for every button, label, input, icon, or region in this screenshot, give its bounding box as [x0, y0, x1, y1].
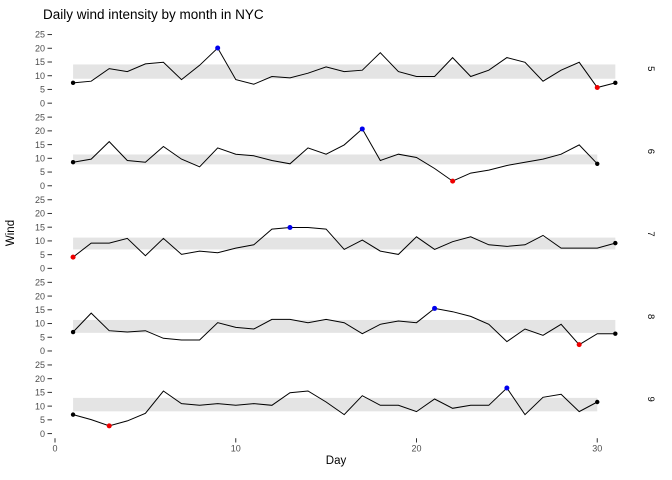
end-dot [613, 240, 618, 246]
min-dot [450, 178, 456, 184]
y-tick-label: 25 [35, 112, 45, 122]
y-tick-label: 25 [35, 278, 45, 288]
y-tick-label: 15 [35, 305, 45, 315]
y-axis-title: Wind [5, 219, 17, 247]
end-dot [595, 161, 600, 167]
y-tick-label: 20 [35, 43, 45, 53]
y-tick-label: 15 [35, 222, 45, 232]
y-tick-label: 10 [35, 319, 45, 329]
y-tick-label: 25 [35, 195, 45, 205]
y-tick-label: 20 [35, 126, 45, 136]
y-tick-label: 5 [40, 415, 45, 425]
y-tick-label: 0 [40, 264, 45, 274]
min-dot [106, 423, 112, 429]
wind-line [73, 47, 616, 89]
y-tick-label: 5 [40, 167, 45, 177]
max-dot [359, 126, 365, 132]
y-tick-label: 20 [35, 209, 45, 219]
chart-title: Daily wind intensity by month in NYC [43, 7, 264, 22]
y-tick-label: 0 [40, 98, 45, 108]
end-dot [613, 331, 618, 336]
start-dot [70, 329, 76, 335]
y-tick-label: 10 [35, 71, 45, 81]
x-tick-label: 30 [592, 444, 602, 454]
facet-band [73, 397, 598, 412]
y-tick-label: 5 [40, 250, 45, 260]
max-dot [215, 45, 221, 51]
y-tick-label: 15 [35, 140, 45, 150]
wind-line [73, 128, 598, 182]
y-tick-label: 10 [35, 154, 45, 164]
y-tick-label: 5 [40, 85, 45, 95]
facet-strip-label: 8 [645, 314, 656, 319]
facet-strip-label: 5 [645, 66, 656, 71]
min-dot [594, 85, 600, 91]
y-tick-label: 15 [35, 388, 45, 398]
y-tick-label: 15 [35, 57, 45, 67]
facet-band [73, 237, 616, 250]
facet-strip-label: 9 [645, 397, 656, 402]
x-tick-label: 20 [411, 444, 421, 454]
y-tick-label: 25 [35, 360, 45, 370]
max-dot [287, 224, 293, 230]
start-dot [70, 159, 76, 165]
y-tick-label: 10 [35, 401, 45, 411]
y-tick-label: 0 [40, 429, 45, 439]
y-tick-label: 0 [40, 346, 45, 356]
min-dot [70, 254, 76, 260]
y-tick-label: 20 [35, 291, 45, 301]
y-tick-label: 10 [35, 236, 45, 246]
facet-band [73, 154, 598, 165]
max-dot [432, 305, 438, 311]
start-dot [70, 80, 76, 86]
wind-line [72, 387, 598, 427]
start-dot [70, 412, 76, 417]
facet-band [73, 319, 616, 333]
facet-strip-label: 6 [645, 149, 656, 154]
min-dot [576, 342, 582, 348]
wind-line [72, 307, 616, 346]
x-tick-label: 10 [231, 444, 241, 454]
y-tick-label: 0 [40, 181, 45, 191]
end-dot [613, 80, 618, 86]
y-tick-label: 20 [35, 374, 45, 384]
max-dot [504, 385, 510, 391]
x-tick-label: 0 [52, 444, 57, 454]
x-axis-title: Day [325, 455, 347, 467]
y-tick-label: 5 [40, 332, 45, 342]
end-dot [595, 399, 600, 405]
facet-strip-label: 7 [645, 231, 656, 236]
y-tick-label: 25 [35, 30, 45, 40]
wind-line [72, 227, 616, 258]
